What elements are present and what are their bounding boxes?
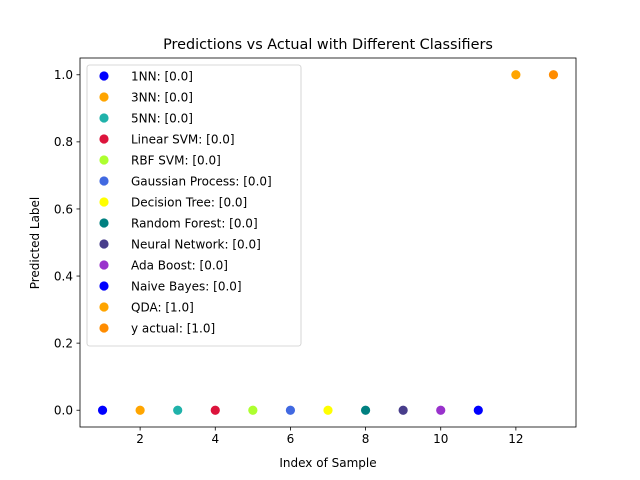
legend-entry-label: 5NN: [0.0] [131, 111, 193, 125]
y-tick-label: 0.2 [54, 336, 73, 350]
x-tick-label: 2 [136, 432, 144, 446]
legend-entry-label: 1NN: [0.0] [131, 69, 193, 83]
legend-entry-label: QDA: [1.0] [131, 300, 194, 314]
legend-marker [99, 92, 109, 102]
legend: 1NN: [0.0] 3NN: [0.0] 5NN: [0.0] Linear SVM… [86, 64, 302, 347]
data-point [360, 405, 371, 415]
legend-entry-label: RBF SVM: [0.0] [131, 153, 221, 167]
data-point [97, 405, 108, 415]
legend-entry-label: Random Forest: [0.0] [131, 216, 258, 230]
legend-entry-label: Naive Bayes: [0.0] [131, 279, 242, 293]
data-point [135, 405, 145, 415]
legend-marker [99, 134, 109, 144]
legend-marker [99, 239, 109, 249]
legend-entry-label: 3NN: [0.0] [131, 90, 193, 104]
data-point [248, 405, 258, 415]
x-tick-label: 12 [508, 432, 523, 446]
plot-frame [79, 57, 577, 428]
y-tick-label: 0.0 [54, 404, 73, 418]
x-tick-label: 4 [211, 432, 219, 446]
legend-marker [99, 113, 109, 123]
data-points [97, 70, 559, 415]
legend-entry-label: Gaussian Process: [0.0] [131, 174, 272, 188]
data-point [511, 70, 521, 80]
legend-entry-label: Neural Network: [0.0] [131, 237, 261, 251]
legend-marker [99, 176, 109, 186]
data-point [173, 405, 183, 415]
x-axis-label: Index of Sample [279, 456, 376, 470]
x-tick-label: 8 [362, 432, 370, 446]
y-tick-label: 1.0 [54, 68, 73, 82]
data-point [210, 405, 220, 415]
legend-entry-label: Linear SVM: [0.0] [131, 132, 235, 146]
data-point [548, 70, 559, 80]
chart-title: Predictions vs Actual with Different Cla… [163, 37, 493, 53]
data-point [398, 405, 408, 415]
legend-marker [99, 218, 109, 228]
y-axis: 0.0 0.2 0.4 0.6 0.8 1.0 [54, 68, 80, 418]
y-tick-label: 0.4 [54, 269, 73, 283]
legend-marker [99, 155, 109, 165]
legend-marker [99, 197, 109, 207]
x-tick-label: 6 [287, 432, 295, 446]
plot-area [79, 57, 577, 428]
legend-marker [99, 281, 109, 291]
legend-marker [99, 260, 109, 270]
data-point [436, 405, 446, 415]
y-axis-label: Predicted Label [28, 197, 42, 290]
data-point [473, 405, 483, 415]
legend-box [86, 64, 302, 347]
data-point [285, 405, 296, 415]
y-tick-label: 0.6 [54, 202, 73, 216]
legend-entry-label: Decision Tree: [0.0] [131, 195, 247, 209]
legend-marker [99, 302, 109, 312]
y-tick-label: 0.8 [54, 135, 73, 149]
legend-marker [99, 71, 109, 81]
data-point [323, 405, 333, 415]
legend-entry-label: Ada Boost: [0.0] [131, 258, 228, 272]
x-tick-label: 10 [433, 432, 448, 446]
legend-entry-label: y actual: [1.0] [131, 321, 215, 335]
legend-marker [99, 323, 109, 333]
x-axis: 2 4 6 8 10 12 [136, 427, 524, 446]
